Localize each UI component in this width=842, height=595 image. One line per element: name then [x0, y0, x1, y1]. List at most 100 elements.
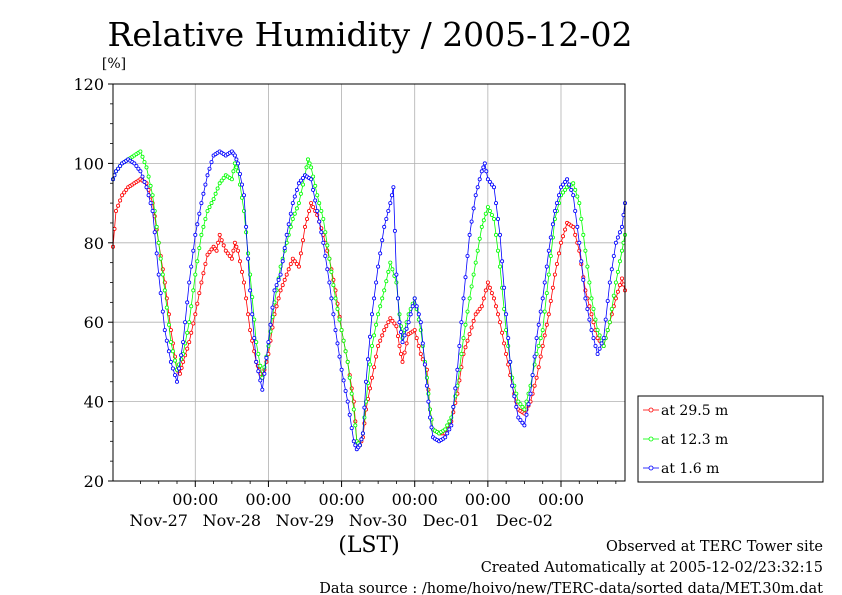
x-time-label: 00:00 — [465, 490, 511, 509]
data-point — [258, 363, 263, 368]
data-point — [234, 244, 239, 249]
data-point — [471, 206, 476, 211]
data-point — [349, 426, 354, 431]
data-point — [337, 317, 342, 322]
data-point — [144, 185, 149, 190]
data-point — [309, 165, 314, 170]
data-point — [414, 336, 419, 341]
data-point — [229, 177, 234, 182]
data-point — [524, 399, 529, 404]
data-point — [357, 443, 362, 448]
data-point — [353, 423, 358, 428]
data-point — [455, 367, 460, 372]
data-point — [380, 296, 385, 301]
data-point — [114, 208, 119, 213]
data-point — [311, 174, 316, 179]
data-point — [250, 312, 255, 317]
data-point — [351, 439, 356, 444]
data-point — [388, 316, 393, 321]
data-point — [274, 304, 279, 309]
data-point — [307, 208, 312, 213]
footer-created-at: Created Automatically at 2005-12-02/23:3… — [481, 560, 823, 576]
data-point — [485, 280, 490, 285]
data-point — [394, 272, 399, 277]
data-point — [343, 388, 348, 393]
data-point — [611, 293, 616, 298]
data-point — [534, 336, 539, 341]
data-point — [402, 333, 407, 338]
data-point — [392, 228, 397, 233]
data-point — [146, 174, 151, 179]
x-day-label: Nov-30 — [349, 511, 407, 530]
data-point — [500, 330, 505, 335]
data-point — [512, 394, 517, 399]
data-point — [451, 404, 456, 409]
data-point — [185, 346, 190, 351]
data-point — [313, 183, 318, 188]
data-point — [142, 179, 147, 184]
x-day-label: Dec-01 — [423, 511, 480, 530]
data-point — [597, 346, 602, 351]
data-point — [607, 280, 612, 285]
data-point — [449, 423, 454, 428]
data-point — [397, 312, 402, 317]
x-time-label: 00:00 — [538, 490, 584, 509]
data-point — [187, 320, 192, 325]
y-tick-label: 60 — [84, 313, 104, 332]
data-point — [164, 305, 169, 310]
data-point — [589, 296, 594, 301]
data-point — [237, 259, 242, 264]
data-point — [400, 340, 405, 345]
data-point — [597, 333, 602, 338]
data-point — [256, 351, 261, 356]
data-point — [500, 259, 505, 264]
data-point — [235, 161, 240, 166]
data-point — [520, 404, 525, 409]
data-point — [491, 216, 496, 221]
data-point — [378, 251, 383, 256]
data-point — [311, 187, 316, 192]
data-point — [569, 187, 574, 192]
data-point — [250, 338, 255, 343]
data-point — [463, 275, 468, 280]
data-point — [189, 304, 194, 309]
data-point — [195, 259, 200, 264]
data-point — [294, 187, 299, 192]
data-point — [429, 425, 434, 430]
data-point — [116, 166, 121, 171]
data-point — [162, 288, 167, 293]
data-point — [170, 349, 175, 354]
data-point — [219, 238, 224, 243]
data-point — [404, 341, 409, 346]
data-point — [475, 309, 480, 314]
data-point — [219, 178, 224, 183]
data-point — [274, 283, 279, 288]
data-point — [416, 312, 421, 317]
data-point — [392, 321, 397, 326]
data-point — [382, 224, 387, 229]
data-point — [185, 300, 190, 305]
data-point — [172, 373, 177, 378]
data-point — [615, 235, 620, 240]
data-point — [298, 191, 303, 196]
data-point — [142, 160, 147, 165]
data-point — [390, 318, 395, 323]
data-point — [345, 359, 350, 364]
data-point — [530, 373, 535, 378]
data-point — [473, 193, 478, 198]
data-point — [546, 248, 551, 253]
data-point — [526, 402, 531, 407]
data-point — [613, 280, 618, 285]
data-point — [382, 288, 387, 293]
data-point — [376, 343, 381, 348]
data-point — [540, 296, 545, 301]
data-point — [485, 177, 490, 182]
data-point — [563, 227, 568, 232]
data-point — [319, 208, 324, 213]
data-point — [384, 324, 389, 329]
data-point — [504, 312, 509, 317]
data-point — [595, 336, 600, 341]
data-point — [183, 320, 188, 325]
data-point — [349, 391, 354, 396]
data-point — [611, 253, 616, 258]
